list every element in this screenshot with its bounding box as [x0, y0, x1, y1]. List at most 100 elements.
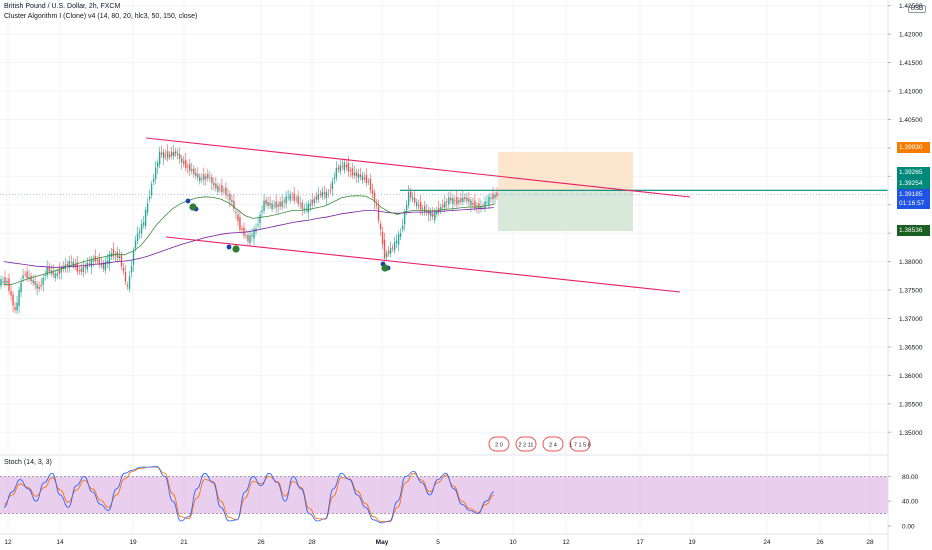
candle-body [452, 198, 454, 204]
candle-body [450, 198, 452, 201]
ma-fast-line [4, 195, 495, 285]
candle-body [40, 284, 42, 287]
bar-countdown-badge: 01:16:57 [897, 198, 930, 209]
stoch-legend[interactable]: Stoch (14, 3, 3) [4, 459, 52, 466]
target-zone [498, 151, 633, 191]
stoch-k-line [3, 466, 495, 524]
candle-body [2, 281, 4, 283]
candle-body [66, 263, 68, 266]
candle-body [295, 198, 297, 200]
candle-body [259, 214, 261, 223]
candle-body [172, 152, 175, 157]
candle-body [307, 203, 309, 213]
candle-body [405, 205, 408, 211]
candle-body [273, 205, 275, 207]
candle-body [377, 206, 380, 221]
ma-slow-line [3, 207, 495, 268]
candle-body [108, 254, 111, 265]
price-tick-label: 1.41000 [899, 89, 923, 96]
candle-body [154, 167, 157, 180]
currency-label[interactable]: USD [902, 5, 932, 13]
candle-body [271, 203, 273, 209]
candle-body [486, 201, 488, 203]
candle-body [36, 284, 38, 289]
candle-body [247, 234, 249, 242]
time-axis[interactable]: 12 14 19 21 26 28 May 5 10 12 17 19 24 26 28 [4, 539, 874, 546]
candle-body [138, 231, 141, 233]
candle-body [496, 192, 498, 197]
candle-body [114, 254, 117, 256]
candle-body [462, 197, 464, 202]
candle-body [48, 266, 50, 272]
candle-body [321, 191, 324, 197]
candle-body [341, 166, 344, 167]
price-tick-label: 1.37500 [899, 288, 923, 295]
candle-body [291, 196, 293, 198]
price-axis[interactable]: 1.425001.420001.415001.410001.405001.400… [887, 0, 923, 550]
candle-body [397, 234, 400, 245]
candle-body [323, 192, 326, 195]
candle-body [177, 153, 179, 156]
candle-body [0, 279, 2, 286]
candle-body [86, 262, 89, 270]
event-mark-bubble [542, 436, 564, 452]
candle-body [170, 151, 173, 156]
candle-body [249, 235, 251, 244]
event-marks[interactable]: 2 0 2 2 11 2 4 1 7 1 5 8 [488, 436, 591, 452]
candle-body [174, 151, 177, 154]
candle-body [411, 197, 414, 200]
candle-body [32, 280, 34, 283]
candle-body [156, 162, 159, 168]
candle-body [422, 208, 424, 210]
candle-body [34, 281, 36, 285]
stoch-tick-label: 0.00 [902, 524, 915, 531]
stop-price-badge: 1.38536 [897, 225, 930, 236]
indicator-legend[interactable]: Cluster Algorithm I (Clone) v4 (14, 80, … [4, 13, 198, 20]
candle-body [30, 276, 32, 282]
candle-body [261, 210, 263, 213]
event-mark: 2 2 11 [515, 436, 537, 452]
candle-body [361, 175, 364, 181]
candle-body [209, 177, 211, 179]
time-tick-label: 17 [636, 539, 644, 546]
candle-body [420, 202, 422, 211]
moving-averages [3, 195, 495, 285]
price-tick-label: 1.42500 [899, 3, 923, 10]
candle-body [120, 255, 123, 267]
candle-body [472, 203, 474, 205]
candle-body [142, 222, 145, 226]
candle-body [337, 167, 340, 170]
cluster-marker-dot [185, 198, 191, 204]
price-tick-label: 1.40500 [899, 117, 923, 124]
candle-body [124, 271, 127, 282]
cluster-marker-big [189, 203, 197, 211]
event-mark-label: 1 7 1 5 8 [569, 443, 590, 449]
candle-body [413, 198, 416, 203]
candle-body [10, 291, 12, 296]
candle-body [468, 198, 470, 202]
candle-body [299, 203, 301, 205]
candle-body [122, 268, 125, 272]
candle-body [464, 196, 466, 200]
candle-body [217, 185, 219, 192]
candle-body [432, 213, 434, 217]
candle-body [367, 181, 370, 183]
candle-body [434, 211, 436, 221]
candle-body [44, 275, 46, 277]
candle-body [140, 224, 143, 234]
candle-body [235, 212, 237, 214]
candle-body [70, 262, 72, 263]
candle-body [88, 263, 91, 265]
trend-channel[interactable] [145, 137, 691, 293]
candle-body [315, 196, 317, 200]
candle-body [458, 200, 460, 203]
candle-body [339, 165, 342, 172]
candle-body [492, 193, 494, 200]
price-tick-label: 1.35000 [899, 430, 923, 437]
candle-body [243, 227, 245, 236]
stochastic-pane [0, 466, 888, 524]
candle-body [353, 172, 356, 176]
candle-body [327, 194, 330, 196]
candle-body [166, 151, 169, 159]
